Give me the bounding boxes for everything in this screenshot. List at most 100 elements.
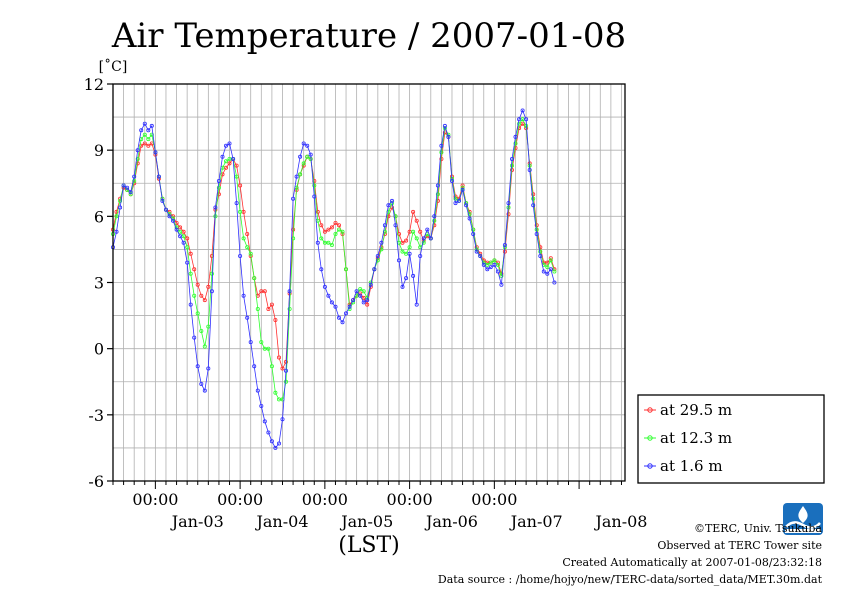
data-point bbox=[280, 366, 285, 371]
data-point bbox=[199, 381, 204, 386]
legend-label: at 1.6 m bbox=[660, 457, 723, 475]
data-point bbox=[400, 249, 405, 254]
data-point bbox=[195, 311, 200, 316]
data-point bbox=[449, 178, 454, 183]
data-point bbox=[365, 298, 370, 303]
data-point bbox=[460, 187, 465, 192]
data-point bbox=[273, 445, 278, 450]
data-point bbox=[485, 267, 490, 272]
legend-marker bbox=[647, 463, 653, 469]
data-point bbox=[188, 271, 193, 276]
data-point bbox=[266, 306, 271, 311]
data-point bbox=[185, 245, 190, 250]
data-point bbox=[269, 302, 274, 307]
data-point bbox=[209, 271, 214, 276]
data-point bbox=[139, 143, 144, 148]
data-point bbox=[411, 209, 416, 214]
data-point bbox=[188, 302, 193, 307]
data-point bbox=[499, 282, 504, 287]
series-layer bbox=[111, 108, 557, 450]
series-line bbox=[112, 118, 555, 400]
y-tick-label: -6 bbox=[88, 472, 104, 491]
data-point bbox=[241, 236, 246, 241]
data-point bbox=[153, 150, 158, 155]
data-point bbox=[259, 403, 264, 408]
data-point bbox=[220, 154, 225, 159]
data-point bbox=[241, 293, 246, 298]
data-point bbox=[432, 214, 437, 219]
data-point bbox=[234, 201, 239, 206]
data-point bbox=[192, 335, 197, 340]
data-point bbox=[329, 300, 334, 305]
data-point bbox=[333, 220, 338, 225]
data-point bbox=[227, 156, 232, 161]
y-tick-label: 9 bbox=[94, 141, 104, 160]
data-point bbox=[287, 289, 292, 294]
data-point bbox=[428, 236, 433, 241]
data-point bbox=[114, 229, 119, 234]
data-point bbox=[248, 251, 253, 256]
data-point bbox=[488, 260, 493, 265]
data-point bbox=[336, 223, 341, 228]
data-point bbox=[248, 340, 253, 345]
data-point bbox=[160, 198, 165, 203]
data-point bbox=[135, 148, 140, 153]
data-point bbox=[298, 154, 303, 159]
y-tick-label: 12 bbox=[84, 75, 104, 94]
data-point bbox=[453, 196, 458, 201]
data-point bbox=[234, 163, 239, 168]
data-point bbox=[471, 227, 476, 232]
data-point bbox=[273, 390, 278, 395]
data-point bbox=[195, 282, 200, 287]
data-point bbox=[432, 218, 437, 223]
data-point bbox=[213, 205, 218, 210]
data-point bbox=[308, 152, 313, 157]
data-point bbox=[118, 198, 123, 203]
data-point bbox=[149, 132, 154, 137]
data-point bbox=[375, 258, 380, 263]
data-point bbox=[312, 183, 317, 188]
data-point bbox=[548, 267, 553, 272]
data-point bbox=[439, 156, 444, 161]
data-point bbox=[488, 265, 493, 270]
data-point bbox=[446, 134, 451, 139]
data-point bbox=[517, 117, 522, 122]
data-point bbox=[216, 185, 221, 190]
data-point bbox=[209, 289, 214, 294]
data-point bbox=[266, 430, 271, 435]
series-line bbox=[112, 109, 555, 449]
data-point bbox=[329, 225, 334, 230]
data-point bbox=[252, 364, 257, 369]
data-point bbox=[375, 253, 380, 258]
data-point bbox=[322, 229, 327, 234]
data-point bbox=[135, 156, 140, 161]
data-point bbox=[273, 317, 278, 322]
y-tick-label: 3 bbox=[94, 274, 104, 293]
data-point bbox=[400, 284, 405, 289]
data-point bbox=[202, 344, 207, 349]
data-point bbox=[114, 209, 119, 214]
data-point bbox=[552, 280, 557, 285]
data-point bbox=[336, 227, 341, 232]
data-point bbox=[538, 249, 543, 254]
data-point bbox=[435, 192, 440, 197]
data-point bbox=[255, 388, 260, 393]
data-point bbox=[255, 306, 260, 311]
data-point bbox=[199, 328, 204, 333]
data-point bbox=[319, 267, 324, 272]
data-point bbox=[534, 231, 539, 236]
data-point bbox=[227, 141, 232, 146]
y-tick-label: -3 bbox=[88, 406, 104, 425]
data-point bbox=[319, 223, 324, 228]
data-point bbox=[513, 134, 518, 139]
data-point bbox=[149, 123, 154, 128]
legend-box bbox=[637, 394, 825, 484]
data-point bbox=[238, 209, 243, 214]
series-2 bbox=[111, 108, 557, 450]
data-point bbox=[146, 137, 151, 142]
legend-marker bbox=[647, 407, 653, 413]
x-day-label: Jan-05 bbox=[339, 512, 393, 531]
data-point bbox=[259, 340, 264, 345]
data-point bbox=[396, 231, 401, 236]
data-point bbox=[495, 269, 500, 274]
